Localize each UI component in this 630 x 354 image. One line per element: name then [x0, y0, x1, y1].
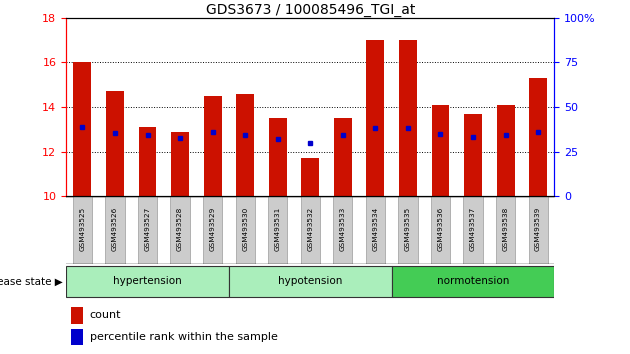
Text: GSM493530: GSM493530: [242, 207, 248, 251]
Text: hypotension: hypotension: [278, 276, 343, 286]
Bar: [171, 196, 190, 264]
Bar: [398, 196, 418, 264]
Bar: [236, 196, 255, 264]
Bar: [496, 105, 515, 196]
Bar: [105, 196, 125, 264]
Bar: [334, 118, 352, 196]
Bar: [203, 96, 222, 196]
Bar: [333, 196, 352, 264]
Bar: [269, 118, 287, 196]
Text: GSM493526: GSM493526: [112, 207, 118, 251]
Text: disease state ▶: disease state ▶: [0, 276, 63, 286]
Text: normotension: normotension: [437, 276, 509, 286]
Text: GSM493534: GSM493534: [372, 207, 379, 251]
Bar: [301, 196, 320, 264]
Text: GSM493532: GSM493532: [307, 207, 313, 251]
Bar: [464, 196, 483, 264]
Bar: [138, 196, 157, 264]
Bar: [139, 127, 156, 196]
Bar: [236, 94, 254, 196]
Bar: [431, 196, 450, 264]
Bar: [464, 114, 482, 196]
Text: percentile rank within the sample: percentile rank within the sample: [89, 332, 277, 342]
Bar: [301, 159, 319, 196]
Text: hypertension: hypertension: [113, 276, 182, 286]
Text: GSM493536: GSM493536: [437, 207, 444, 251]
Bar: [529, 196, 547, 264]
Text: GSM493531: GSM493531: [275, 207, 281, 251]
Bar: [66, 266, 229, 297]
Title: GDS3673 / 100085496_TGI_at: GDS3673 / 100085496_TGI_at: [205, 3, 415, 17]
Text: GSM493529: GSM493529: [210, 207, 215, 251]
Text: GSM493535: GSM493535: [405, 207, 411, 251]
Text: GSM493538: GSM493538: [503, 207, 508, 251]
Bar: [171, 132, 189, 196]
Bar: [229, 266, 392, 297]
Bar: [529, 78, 547, 196]
Bar: [496, 196, 515, 264]
Bar: [71, 329, 83, 345]
Text: GSM493525: GSM493525: [79, 207, 86, 251]
Bar: [74, 62, 91, 196]
Bar: [392, 266, 554, 297]
Bar: [73, 196, 92, 264]
Text: GSM493527: GSM493527: [144, 207, 151, 251]
Bar: [106, 91, 124, 196]
Bar: [432, 105, 449, 196]
Bar: [366, 196, 385, 264]
Bar: [203, 196, 222, 264]
Bar: [399, 40, 417, 196]
Text: GSM493537: GSM493537: [470, 207, 476, 251]
Text: GSM493533: GSM493533: [340, 207, 346, 251]
Bar: [367, 40, 384, 196]
Text: GSM493539: GSM493539: [535, 207, 541, 251]
Text: count: count: [89, 310, 121, 320]
Bar: [71, 307, 83, 324]
Bar: [268, 196, 287, 264]
Text: GSM493528: GSM493528: [177, 207, 183, 251]
